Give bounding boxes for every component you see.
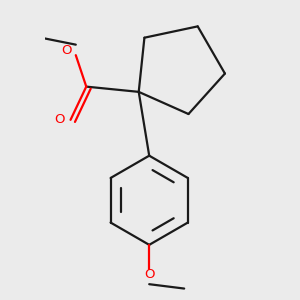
Text: O: O — [144, 268, 154, 281]
Text: O: O — [54, 113, 64, 126]
Text: O: O — [61, 44, 71, 57]
